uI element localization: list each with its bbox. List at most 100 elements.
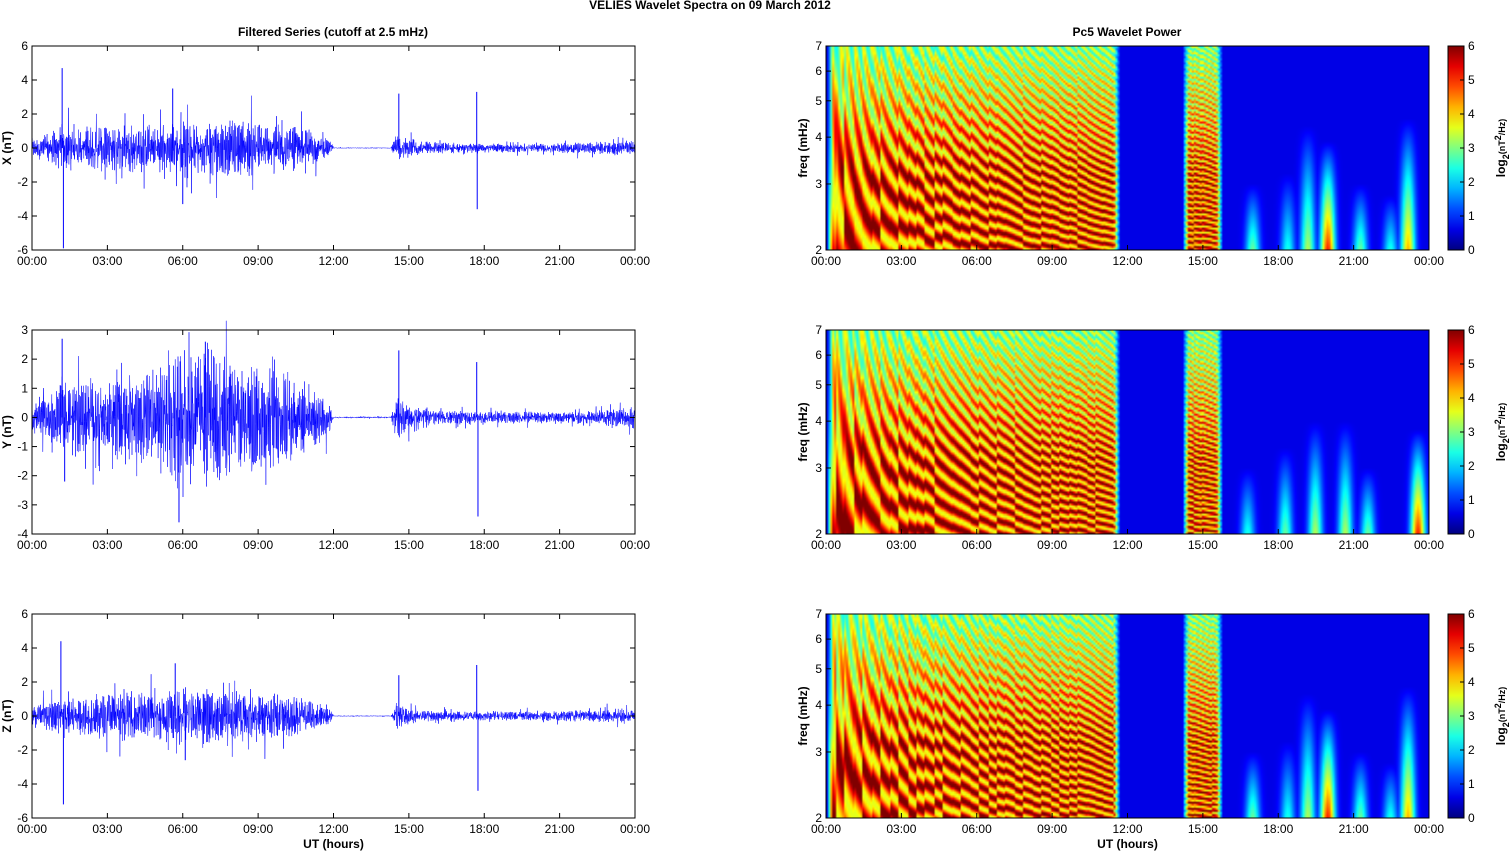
trace-line — [31, 674, 636, 759]
xtick-label: 09:00 — [243, 822, 273, 836]
wavelet-power-image — [826, 614, 1429, 818]
xtick-label: 18:00 — [1263, 538, 1293, 552]
colorbar-label: log2(nT2/Hz) — [1493, 119, 1511, 178]
ytick-label: 6 — [815, 64, 822, 78]
ytick-label: 2 — [815, 811, 822, 825]
xtick-label: 00:00 — [811, 822, 841, 836]
ytick-label: 3 — [815, 461, 822, 475]
ytick-label: 4 — [21, 73, 28, 87]
xtick-label: 00:00 — [1414, 254, 1444, 268]
colorbar-tick-label: 0 — [1468, 527, 1475, 541]
colorbar-tick-label: 1 — [1468, 493, 1475, 507]
ytick-label: 0 — [21, 709, 28, 723]
ytick-label: 1 — [21, 381, 28, 395]
colorbar-tick-label: 3 — [1468, 709, 1475, 723]
trace-line — [31, 95, 636, 199]
wavelet-power-image — [826, 330, 1429, 534]
colorbar-tick-label: 3 — [1468, 141, 1475, 155]
y-axis-label: Z (nT) — [0, 699, 14, 732]
ytick-label: 4 — [815, 698, 822, 712]
colorbar: 0 1 2 3 4 5 6 log2(nT2/Hz) — [1447, 607, 1511, 825]
xtick-label: 12:00 — [318, 822, 348, 836]
ytick-label: 5 — [815, 94, 822, 108]
xtick-label: 09:00 — [1037, 538, 1067, 552]
ytick-label: 2 — [815, 527, 822, 541]
ytick-label: 0 — [21, 141, 28, 155]
colorbar-tick-label: 5 — [1468, 641, 1475, 655]
colorbar-tick-label: 5 — [1468, 357, 1475, 371]
xtick-label: 21:00 — [1339, 822, 1369, 836]
timeseries-panel-x: -6 -4 -2 0 2 4 6 00:00 03:00 06:00 09:00 12:00 15:00… — [0, 39, 650, 268]
xtick-label: 12:00 — [1112, 538, 1142, 552]
ytick-label: 6 — [815, 632, 822, 646]
ytick-label: 7 — [815, 607, 822, 621]
suptitle: VELIES Wavelet Spectra on 09 March 2012 — [589, 0, 831, 12]
colorbar-tick-label: 0 — [1468, 811, 1475, 825]
ytick-label: 2 — [21, 675, 28, 689]
ytick-label: 4 — [815, 130, 822, 144]
xtick-label: 03:00 — [92, 254, 122, 268]
colorbar-tick-label: 6 — [1468, 39, 1475, 53]
xtick-label: 03:00 — [886, 254, 916, 268]
xtick-label: 15:00 — [394, 538, 424, 552]
colorbar: 0 1 2 3 4 5 6 log2(nT2/Hz) — [1447, 323, 1511, 541]
left-column-title: Filtered Series (cutoff at 2.5 mHz) — [238, 25, 428, 39]
xtick-label: 00:00 — [17, 538, 47, 552]
xtick-label: 06:00 — [962, 822, 992, 836]
ytick-label: -4 — [17, 527, 28, 541]
xtick-label: 18:00 — [469, 538, 499, 552]
ytick-label: 3 — [21, 323, 28, 337]
xtick-label: 00:00 — [620, 254, 650, 268]
xtick-label: 03:00 — [92, 822, 122, 836]
timeseries-panel-y: -4 -3 -2 -1 0 1 2 3 00:00 03:00 06:00 09:00 12:00 15:… — [0, 320, 650, 552]
xtick-label: 06:00 — [962, 538, 992, 552]
xtick-label: 21:00 — [545, 254, 575, 268]
xtick-label: 00:00 — [811, 538, 841, 552]
xtick-label: 18:00 — [469, 254, 499, 268]
xtick-label: 09:00 — [243, 538, 273, 552]
ytick-label: 5 — [815, 662, 822, 676]
xtick-label: 00:00 — [620, 822, 650, 836]
xtick-label: 21:00 — [1339, 538, 1369, 552]
xtick-label: 03:00 — [92, 538, 122, 552]
ytick-label: -3 — [17, 498, 28, 512]
xtick-label: 15:00 — [1188, 254, 1218, 268]
timeseries-panel-z: -6 -4 -2 0 2 4 6 00:00 03:00 06:00 09:00 12:00 15:00… — [0, 607, 650, 851]
colorbar-tick-label: 1 — [1468, 777, 1475, 791]
plot-area — [32, 330, 635, 534]
xtick-label: 00:00 — [17, 254, 47, 268]
xtick-label: 00:00 — [17, 822, 47, 836]
colorbar-tick-label: 4 — [1468, 675, 1475, 689]
xtick-label: 15:00 — [394, 254, 424, 268]
colorbar-tick-label: 0 — [1468, 243, 1475, 257]
xtick-label: 06:00 — [168, 538, 198, 552]
xtick-label: 21:00 — [545, 538, 575, 552]
ytick-label: 6 — [21, 39, 28, 53]
y-axis-label: freq (mHz) — [796, 402, 810, 461]
wavelet-panel-2: 2 3 4 5 6 7 00:00 03:00 06:00 09:00 12:00 15:00 18:0… — [796, 323, 1511, 552]
xtick-label: 00:00 — [811, 254, 841, 268]
wavelet-power-image — [826, 46, 1429, 250]
x-axis-label: UT (hours) — [303, 837, 364, 851]
x-axis-label: UT (hours) — [1097, 837, 1158, 851]
xtick-label: 06:00 — [168, 254, 198, 268]
ytick-label: 5 — [815, 378, 822, 392]
xtick-label: 15:00 — [1188, 822, 1218, 836]
xtick-label: 21:00 — [1339, 254, 1369, 268]
xtick-label: 03:00 — [886, 538, 916, 552]
colorbar-tick-label: 2 — [1468, 175, 1475, 189]
ytick-label: -2 — [17, 469, 28, 483]
xtick-label: 06:00 — [168, 822, 198, 836]
colorbar: 0 1 2 3 4 5 6 log2(nT2/Hz) — [1447, 39, 1511, 257]
xtick-label: 09:00 — [1037, 254, 1067, 268]
xtick-label: 18:00 — [1263, 822, 1293, 836]
ytick-label: 7 — [815, 39, 822, 53]
ytick-label: 3 — [815, 745, 822, 759]
colorbar-tick-label: 1 — [1468, 209, 1475, 223]
colorbar-tick-label: 5 — [1468, 73, 1475, 87]
ytick-label: 2 — [21, 107, 28, 121]
xtick-label: 18:00 — [1263, 254, 1293, 268]
colorbar-tick-label: 2 — [1468, 743, 1475, 757]
xtick-label: 09:00 — [1037, 822, 1067, 836]
